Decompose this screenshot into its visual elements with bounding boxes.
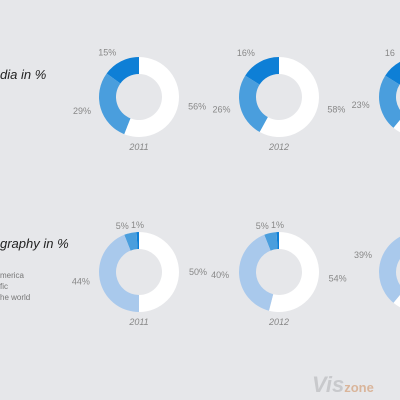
donut-chart (379, 236, 400, 308)
slice-label: 15% (98, 47, 116, 57)
donut-slice (99, 73, 131, 135)
slice-label: 39% (354, 250, 372, 260)
slice-label: 23% (352, 100, 370, 110)
slice-label: 1% (131, 220, 144, 230)
donut-slice (269, 232, 320, 312)
logo-accent-text: zone (344, 380, 374, 395)
logo-main-text: Vis (312, 372, 345, 397)
slice-label: 58% (327, 104, 345, 114)
section-title-media: dia in % (0, 67, 47, 82)
viszone-logo: Viszone (312, 372, 374, 398)
legend-item: merica (0, 271, 25, 280)
donut-chart (239, 57, 319, 137)
slice-label: 1% (271, 220, 284, 230)
donut-slice (264, 232, 278, 251)
donut-slice (379, 75, 400, 128)
donut-slice (139, 232, 179, 312)
legend-item: he world (0, 293, 31, 302)
donut-slice (245, 57, 279, 85)
slice-label: 50% (189, 267, 207, 277)
section-title-geography: graphy in % (0, 236, 69, 251)
year-label: 2011 (128, 142, 148, 152)
year-label: 2012 (268, 317, 289, 327)
donut-chart (98, 232, 179, 313)
donut-slice (385, 61, 400, 85)
donut-slice (393, 294, 400, 308)
slice-label: 26% (213, 104, 231, 114)
slice-label: 54% (329, 273, 347, 283)
donut-slice (124, 232, 138, 251)
slice-label: 44% (72, 276, 90, 286)
donut-slice (239, 75, 268, 133)
year-label: 2011 (128, 317, 148, 327)
donut-slice (259, 57, 319, 137)
donut-slice (136, 232, 139, 250)
slice-label: 16% (237, 48, 255, 58)
slice-label: 5% (256, 221, 269, 231)
geography-legend: merica fic he world (0, 270, 30, 303)
slice-label: 40% (211, 270, 229, 280)
slice-label: 5% (116, 221, 129, 231)
slice-label: 29% (73, 106, 91, 116)
donut-slice (276, 232, 279, 250)
donut-slice (124, 57, 180, 137)
slice-label: 16 (385, 48, 395, 58)
donut-slice (379, 236, 400, 303)
donut-slice (106, 57, 139, 84)
donut-slice (393, 119, 400, 133)
year-label: 2012 (268, 142, 289, 152)
slice-label: 56% (188, 101, 206, 111)
donut-chart (99, 57, 180, 137)
legend-item: fic (0, 282, 8, 291)
donut-chart (379, 61, 400, 133)
donut-chart (239, 232, 320, 312)
donut-slice (98, 234, 139, 313)
donut-slice (239, 234, 274, 311)
